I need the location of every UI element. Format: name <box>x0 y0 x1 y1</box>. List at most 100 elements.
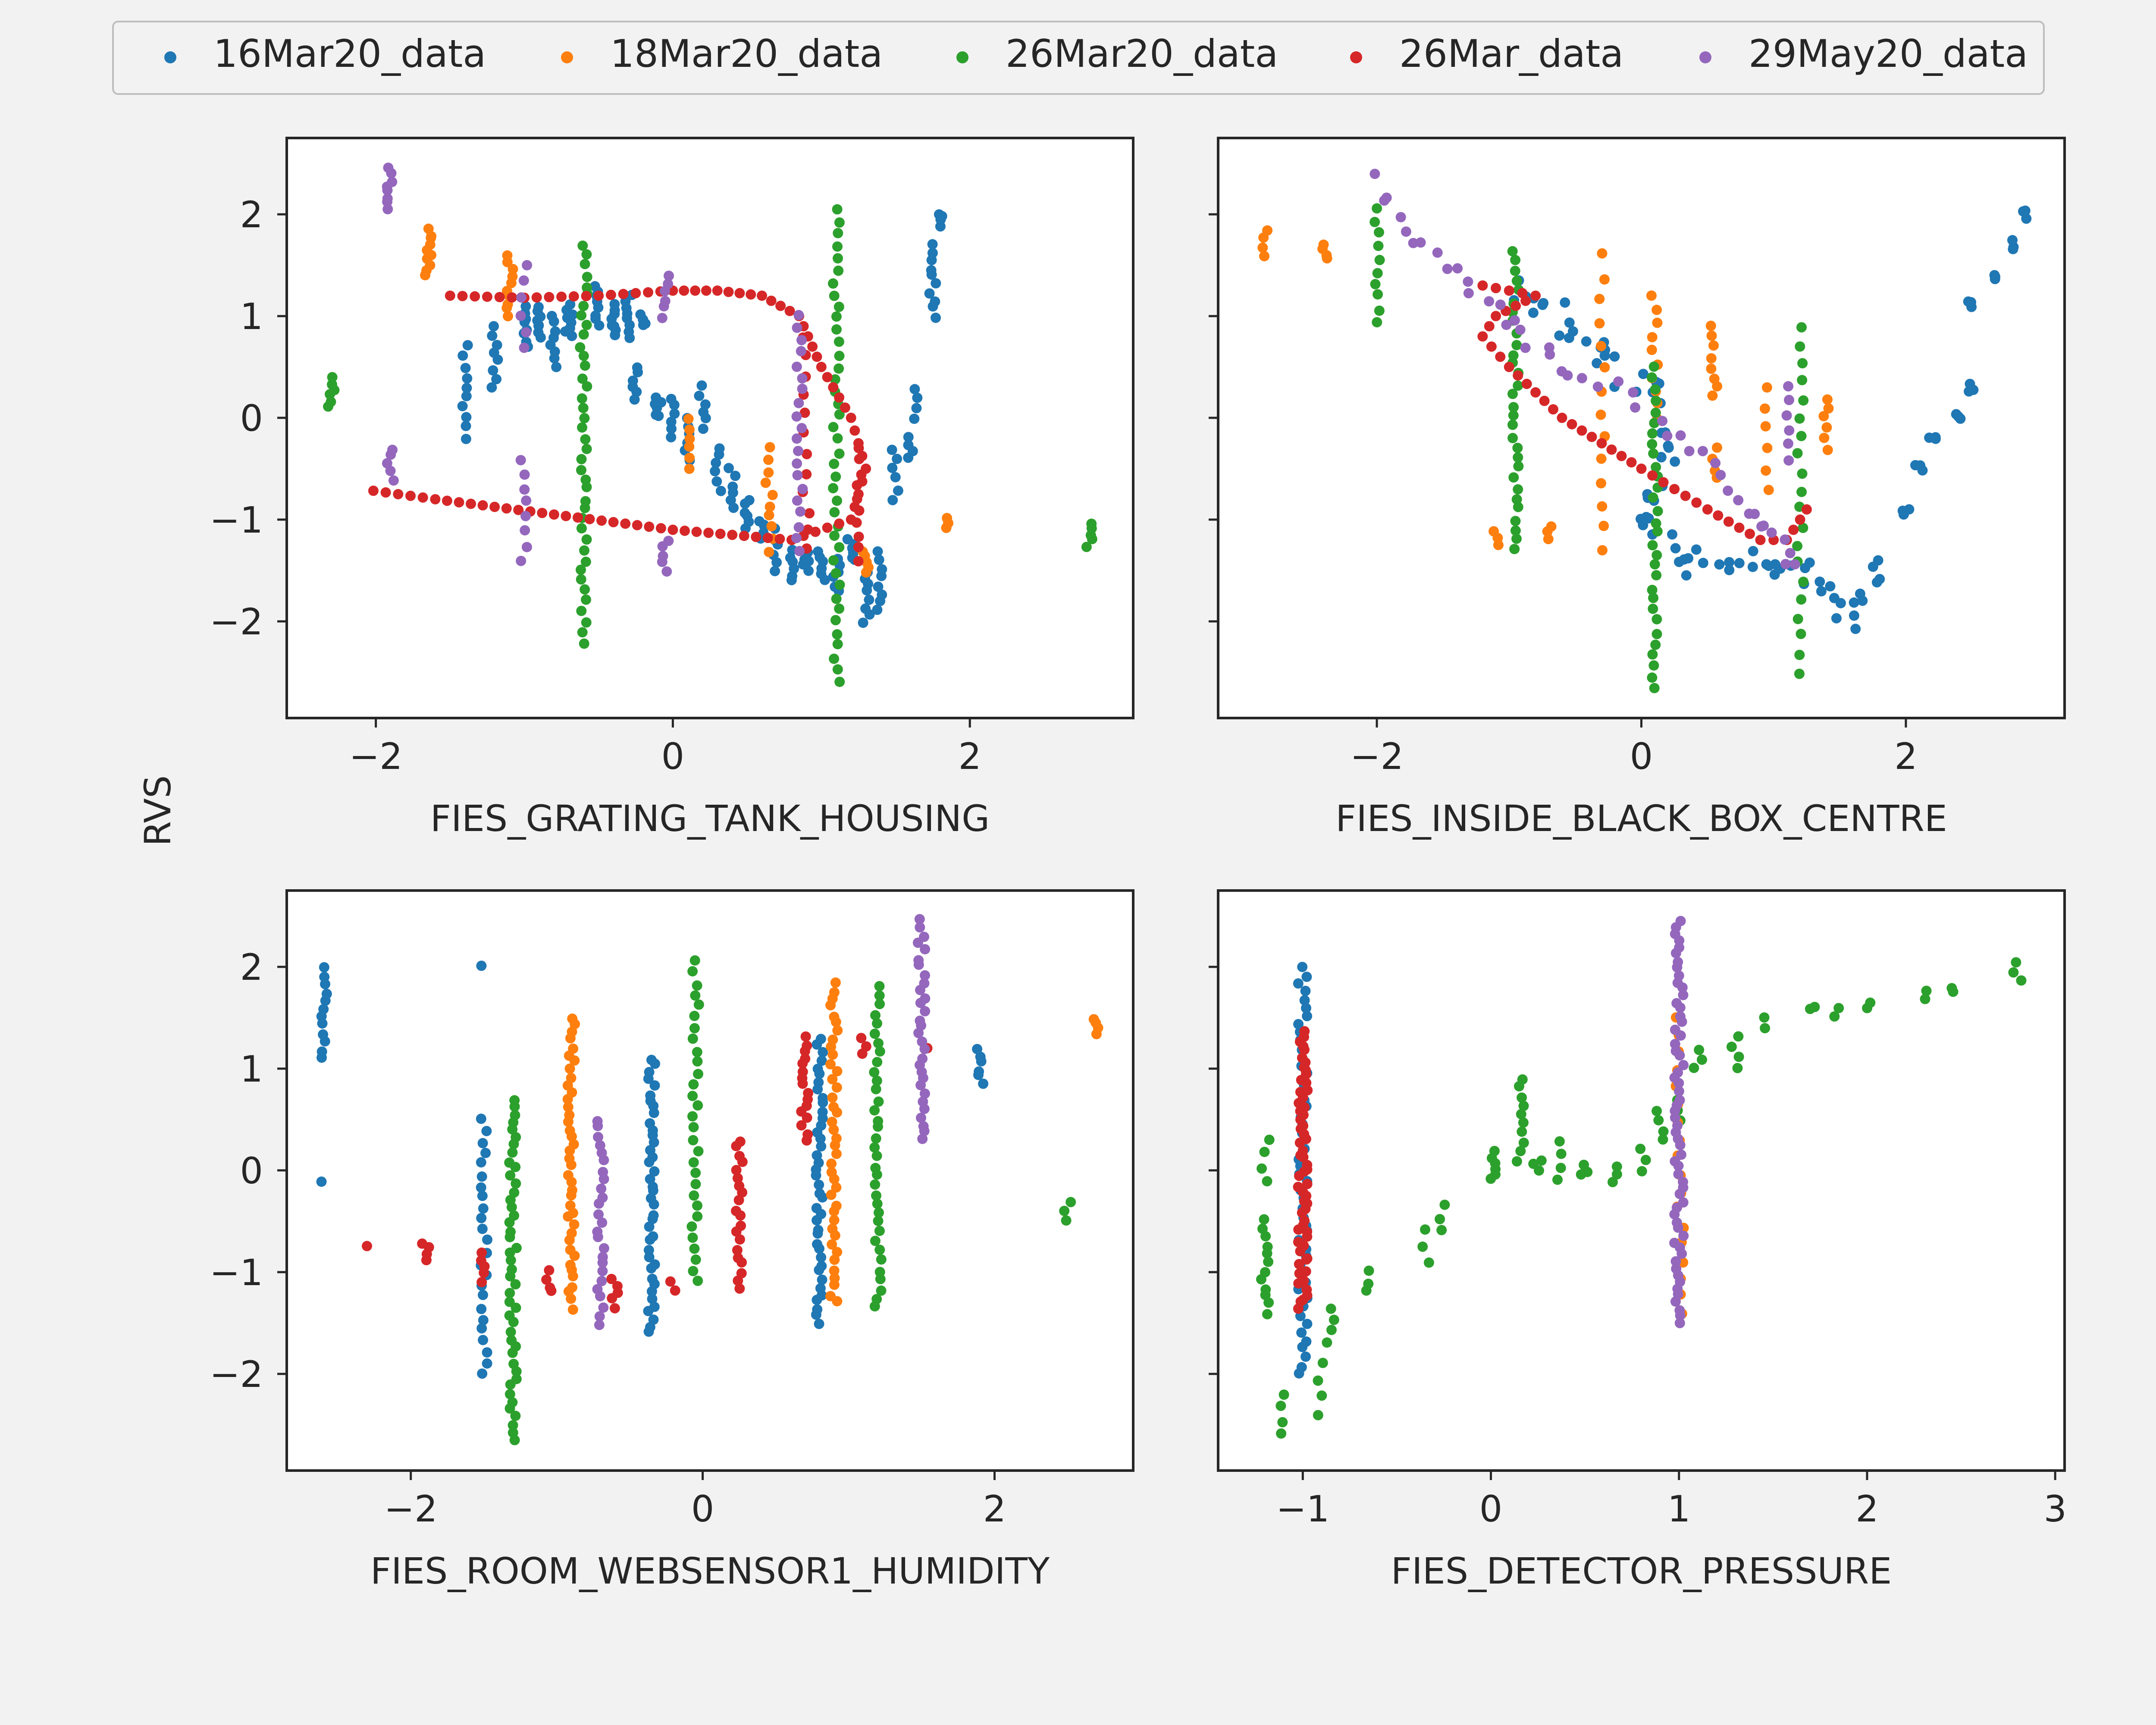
y-tick-label: 2 <box>240 194 263 236</box>
data-point <box>791 411 802 422</box>
data-point <box>740 508 750 518</box>
data-point <box>508 264 518 274</box>
data-point <box>770 566 780 577</box>
data-point <box>505 1327 516 1337</box>
data-point <box>733 1252 743 1263</box>
data-point <box>580 496 591 507</box>
data-point <box>887 495 898 505</box>
data-point <box>861 1041 871 1052</box>
data-point <box>1734 522 1745 533</box>
data-point <box>692 980 702 991</box>
data-point <box>1463 276 1473 287</box>
data-point <box>828 382 839 393</box>
data-point <box>1626 457 1637 468</box>
data-point <box>827 1223 838 1234</box>
x-tick-label: 2 <box>1894 735 1917 778</box>
data-point <box>834 363 844 374</box>
data-point <box>1567 326 1578 337</box>
data-point <box>1670 1156 1680 1167</box>
data-point <box>582 381 592 392</box>
plot-frame <box>285 889 1134 1472</box>
data-point <box>1556 1148 1567 1159</box>
data-point <box>494 292 505 302</box>
data-point <box>1649 683 1660 693</box>
data-point <box>1521 379 1532 389</box>
data-point <box>1789 559 1800 570</box>
data-point <box>1724 557 1735 568</box>
data-point <box>1501 320 1512 330</box>
data-point <box>754 516 765 527</box>
data-point <box>1647 649 1658 660</box>
plot-frame <box>285 137 1134 719</box>
data-point <box>1611 1161 1622 1172</box>
data-point <box>1326 1303 1336 1314</box>
data-point <box>1512 442 1523 453</box>
data-point <box>692 1211 703 1222</box>
data-point <box>1667 529 1677 540</box>
data-point <box>1671 1264 1682 1274</box>
data-point <box>871 1151 882 1161</box>
data-point <box>477 1191 488 1201</box>
data-point <box>822 372 833 383</box>
data-point <box>1296 1327 1307 1338</box>
data-point <box>566 1073 577 1083</box>
data-point <box>1781 410 1792 421</box>
data-point <box>816 1141 827 1152</box>
data-point <box>478 1335 489 1346</box>
data-point <box>792 495 802 506</box>
data-point <box>689 1010 700 1021</box>
data-point <box>816 1055 827 1066</box>
data-point <box>796 346 806 357</box>
data-point <box>1511 340 1522 351</box>
data-point <box>461 412 472 423</box>
data-point <box>503 311 513 322</box>
data-point <box>815 1034 826 1044</box>
data-point <box>1835 598 1846 608</box>
data-point <box>1301 1284 1312 1295</box>
data-point <box>655 523 666 533</box>
data-point <box>507 292 517 303</box>
data-point <box>1706 364 1717 374</box>
data-point <box>1554 330 1565 341</box>
data-point <box>669 408 680 419</box>
data-point <box>1678 1060 1689 1070</box>
subplot-grid: −2 0 2 2 1 0 −1 −2 FIES_GRATING_TANK_HOUSING −2 0 2… <box>210 137 2067 1592</box>
data-point <box>1712 442 1722 453</box>
data-point <box>445 290 455 301</box>
data-point <box>1965 379 1975 389</box>
data-point <box>1795 341 1805 352</box>
data-point <box>1299 1026 1310 1037</box>
data-point <box>1797 358 1808 369</box>
data-point <box>833 253 843 263</box>
data-point <box>834 392 845 403</box>
data-point <box>648 1231 658 1242</box>
data-point <box>519 469 530 480</box>
data-point <box>1423 1257 1434 1268</box>
data-point <box>1651 629 1662 640</box>
data-point <box>1678 1176 1688 1187</box>
data-point <box>2021 213 2032 224</box>
data-point <box>645 1174 655 1185</box>
data-point <box>831 311 842 322</box>
data-point <box>1849 610 1859 621</box>
data-point <box>1674 1305 1685 1316</box>
data-point <box>909 384 920 395</box>
scatter-points <box>1257 169 2032 693</box>
data-point <box>482 292 492 302</box>
data-point <box>578 301 589 311</box>
data-point <box>927 248 938 258</box>
data-point <box>1760 403 1770 414</box>
data-point <box>858 618 868 628</box>
data-point <box>701 285 711 296</box>
data-point <box>877 564 887 575</box>
data-point <box>630 288 641 298</box>
data-point <box>454 497 464 508</box>
data-point <box>774 533 785 544</box>
data-point <box>853 556 864 567</box>
data-point <box>477 1138 488 1148</box>
data-point <box>581 320 592 330</box>
data-point <box>680 525 690 536</box>
data-point <box>1822 445 1833 455</box>
data-point <box>1915 460 1926 471</box>
legend-marker <box>561 51 573 63</box>
